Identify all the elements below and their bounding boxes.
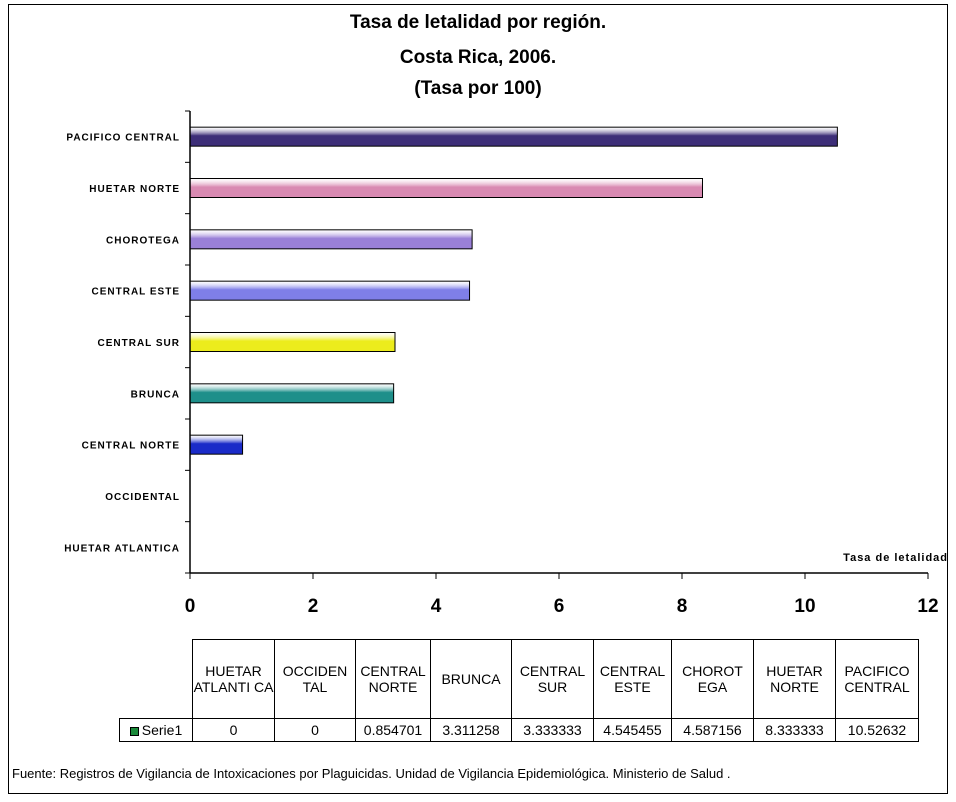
source-note: Fuente: Registros de Vigilancia de Intox…: [12, 766, 731, 781]
y-tick-label: HUETAR NORTE: [89, 184, 180, 195]
x-tick-label: 6: [554, 596, 565, 617]
y-tick-label: CENTRAL SUR: [98, 338, 180, 349]
chart-title-line2: Costa Rica, 2006.: [399, 47, 557, 68]
y-tick-label: BRUNCA: [131, 389, 180, 400]
bar: [189, 126, 838, 147]
bar: [189, 178, 703, 198]
bar: [189, 383, 395, 404]
table-value-cell: 4.545455: [593, 718, 672, 742]
table-header-cell: HUETAR NORTE: [753, 639, 836, 719]
table-header-cell: PACIFICO CENTRAL: [835, 639, 919, 719]
table-corner-cell: [119, 639, 193, 719]
chart-title-line3: (Tasa por 100): [414, 78, 542, 99]
table-header-cell: CHOROT EGA: [671, 639, 754, 719]
table-value-cell: 0: [274, 718, 356, 742]
table-value-cell: 0: [192, 718, 275, 742]
series-name: Serie1: [141, 722, 183, 738]
bar: [189, 332, 396, 352]
table-value-cell: 10.52632: [835, 718, 919, 742]
legend-key-icon: [129, 726, 139, 736]
table-value-cell: 4.587156: [671, 718, 754, 742]
chart-title-line1: Tasa de letalidad por región.: [349, 12, 607, 33]
table-header-cell: BRUNCA: [430, 639, 512, 719]
series-label-cell: Serie1: [119, 718, 193, 742]
bar: [189, 280, 471, 301]
table-value-cell: 0.854701: [355, 718, 431, 742]
x-tick-label: 2: [308, 596, 319, 617]
y-tick-label: HUETAR ATLANTICA: [64, 543, 180, 554]
table-header-cell: OCCIDEN TAL: [274, 639, 356, 719]
table-header-cell: CENTRAL ESTE: [593, 639, 672, 719]
x-tick-label: 4: [431, 596, 442, 617]
table-header-cell: HUETAR ATLANTI CA: [192, 639, 275, 719]
bar: [189, 229, 473, 250]
table-value-cell: 3.333333: [511, 718, 594, 742]
y-tick-label: OCCIDENTAL: [105, 492, 180, 503]
x-tick-label: 12: [917, 596, 938, 617]
table-header-row: HUETAR ATLANTI CA OCCIDEN TAL CENTRAL NORT…: [119, 639, 919, 719]
y-tick-label: CHOROTEGA: [106, 235, 180, 246]
x-tick-label: 8: [677, 596, 688, 617]
table-header-cell: CENTRAL SUR: [511, 639, 594, 719]
data-table: HUETAR ATLANTI CA OCCIDEN TAL CENTRAL NORT…: [119, 639, 919, 742]
x-axis-title: Tasa de letalidad: [843, 552, 948, 564]
y-tick-label: CENTRAL ESTE: [92, 287, 181, 298]
bar: [189, 434, 244, 455]
y-tick-label: CENTRAL NORTE: [82, 441, 180, 452]
x-tick-label: 10: [794, 596, 815, 617]
chart-frame: [8, 4, 948, 794]
table-header-cell: CENTRAL NORTE: [355, 639, 431, 719]
x-tick-label: 0: [185, 596, 196, 617]
bar-chart: HUETAR ATLANTICA OCCIDENTAL CENTRAL NORTE B…: [64, 110, 948, 617]
y-tick-label: PACIFICO CENTRAL: [66, 133, 180, 144]
table-value-cell: 3.311258: [430, 718, 512, 742]
table-row: Serie1 0 0 0.854701 3.311258 3.333333 4.54545…: [119, 718, 919, 742]
table-value-cell: 8.333333: [753, 718, 836, 742]
